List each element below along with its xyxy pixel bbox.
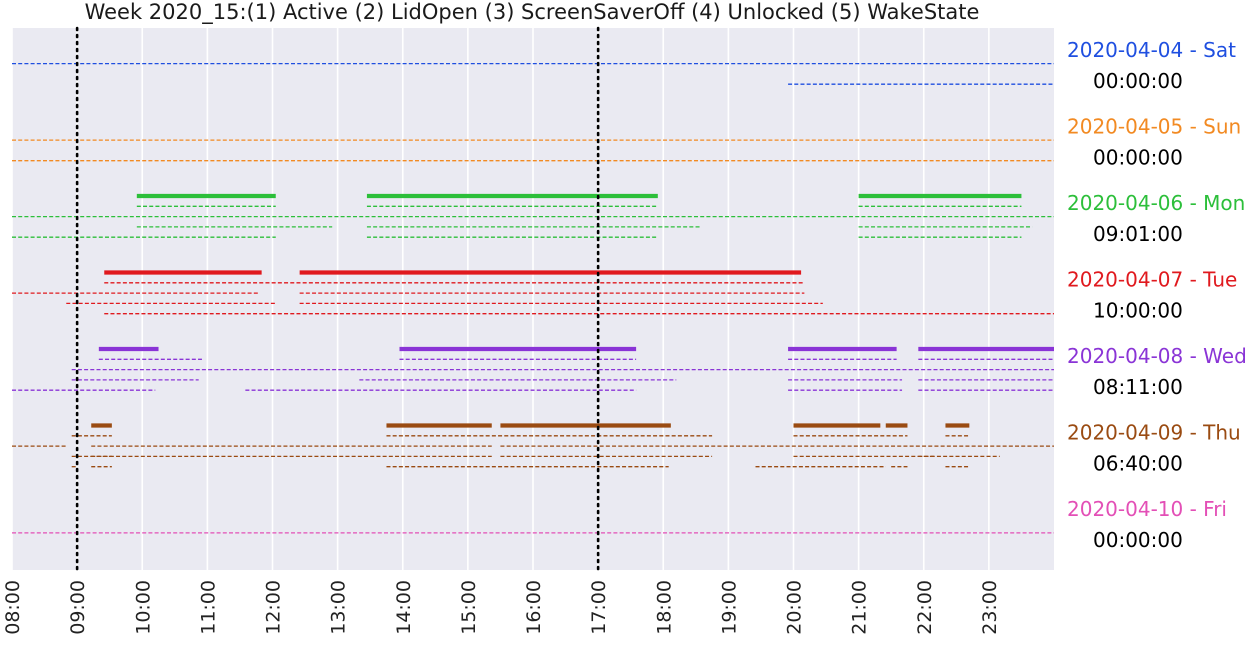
x-tick-label: 12:00 bbox=[263, 580, 285, 635]
day-label: 2020-04-06 - Mon bbox=[1067, 191, 1245, 215]
day-label: 2020-04-08 - Wed bbox=[1067, 344, 1245, 368]
x-tick-label: 11:00 bbox=[197, 580, 219, 635]
day-duration: 00:00:00 bbox=[1093, 69, 1183, 93]
x-tick-label: 18:00 bbox=[653, 580, 675, 635]
day-duration: 09:01:00 bbox=[1093, 222, 1183, 246]
x-tick-label: 17:00 bbox=[588, 580, 610, 635]
x-tick-label: 22:00 bbox=[914, 580, 936, 635]
day-label: 2020-04-04 - Sat bbox=[1067, 38, 1236, 62]
x-tick-label: 20:00 bbox=[784, 580, 806, 635]
x-tick-label: 13:00 bbox=[328, 580, 350, 635]
day-duration: 00:00:00 bbox=[1093, 146, 1183, 170]
x-tick-label: 19:00 bbox=[718, 580, 740, 635]
chart-title: Week 2020_15:(1) Active (2) LidOpen (3) … bbox=[84, 0, 980, 24]
x-tick-label: 08:00 bbox=[2, 580, 24, 635]
day-duration: 08:11:00 bbox=[1093, 375, 1183, 399]
day-duration: 06:40:00 bbox=[1093, 452, 1183, 476]
x-tick-label: 09:00 bbox=[67, 580, 89, 635]
day-label: 2020-04-10 - Fri bbox=[1067, 497, 1227, 521]
day-label: 2020-04-09 - Thu bbox=[1067, 421, 1241, 445]
x-tick-label: 16:00 bbox=[523, 580, 545, 635]
day-duration: 00:00:00 bbox=[1093, 528, 1183, 552]
day-duration: 10:00:00 bbox=[1093, 299, 1183, 323]
x-tick-label: 15:00 bbox=[458, 580, 480, 635]
x-tick-label: 23:00 bbox=[979, 580, 1001, 635]
x-tick-label: 10:00 bbox=[132, 580, 154, 635]
day-label: 2020-04-05 - Sun bbox=[1067, 115, 1241, 139]
x-tick-label: 14:00 bbox=[393, 580, 415, 635]
day-label: 2020-04-07 - Tue bbox=[1067, 268, 1237, 292]
x-tick-label: 21:00 bbox=[849, 580, 871, 635]
